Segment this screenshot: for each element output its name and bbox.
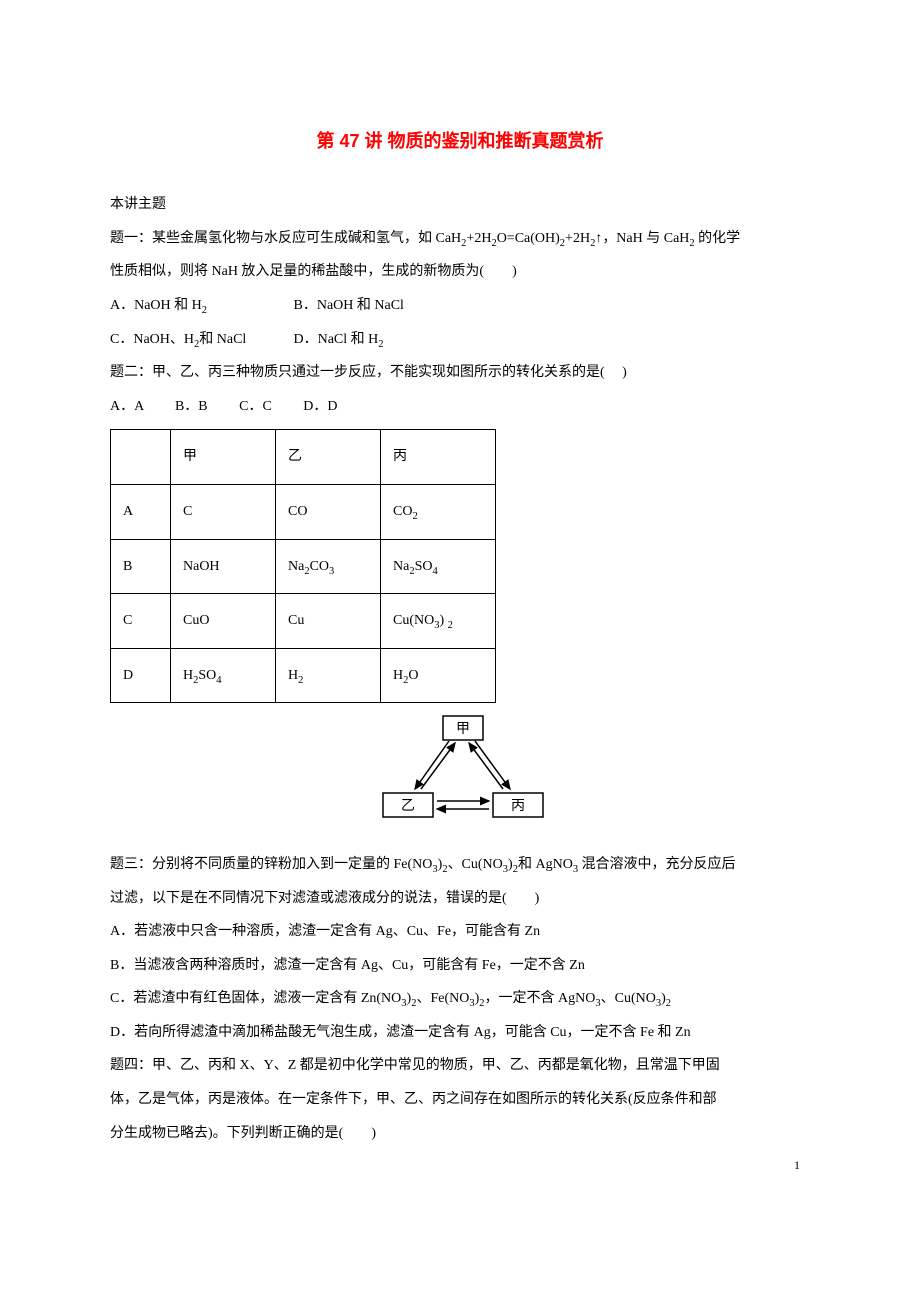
sub: 2 — [448, 620, 453, 631]
th-yi: 乙 — [276, 430, 381, 485]
diagram-svg: 甲 乙 丙 — [345, 711, 575, 826]
q1-optC: C．NaOH、H2 和 NaCl — [110, 323, 290, 357]
txt: CO — [310, 559, 329, 574]
q3-optC: C．若滤渣中有红色固体，滤液一定含有 Zn(NO3)2、Fe(NO3)2，一定不… — [110, 982, 810, 1016]
sub: 2 — [666, 998, 671, 1009]
txt: 和 AgNO — [518, 857, 573, 872]
q2-options: A．A B．B C．C D．D — [110, 390, 810, 424]
cell: H2 — [276, 648, 381, 703]
q1-options-row1: A．NaOH 和 H2 B．NaOH 和 NaCl — [110, 289, 810, 323]
txt: 混合溶液中，充分反应后 — [578, 857, 736, 872]
q2-text: 题二：甲、乙、丙三种物质只通过一步反应，不能实现如图所示的转化关系的是( ) — [110, 356, 810, 390]
q1-text-e: ↑，NaH 与 CaH — [595, 231, 689, 246]
txt: H — [393, 668, 403, 683]
q4-line2: 体，乙是气体，丙是液体。在一定条件下，甲、乙、丙之间存在如图所示的转化关系(反应… — [110, 1083, 810, 1117]
cell: CO2 — [381, 484, 496, 539]
q1-optD: D．NaCl 和 H2 — [294, 323, 384, 357]
table-row: A C CO CO2 — [111, 484, 496, 539]
q3-optB: B．当滤液含两种溶质时，滤渣一定含有 Ag、Cu，可能含有 Fe，一定不含 Zn — [110, 949, 810, 983]
conversion-diagram: 甲 乙 丙 — [110, 711, 810, 840]
cell: B — [111, 539, 171, 594]
txt: H — [288, 668, 298, 683]
q1-text-f: 的化学 — [695, 231, 741, 246]
sub: 2 — [378, 338, 383, 349]
q1-text-d: +2H — [565, 231, 590, 246]
q1-optA-text: A．NaOH 和 H — [110, 289, 202, 323]
q1-optC-a: C．NaOH、H — [110, 323, 194, 357]
q3-line1: 题三：分别将不同质量的锌粉加入到一定量的 Fe(NO3)2、Cu(NO3)2和 … — [110, 848, 810, 882]
txt: C．若滤渣中有红色固体，滤液一定含有 Zn(NO — [110, 991, 401, 1006]
q4-line1: 题四：甲、乙、丙和 X、Y、Z 都是初中化学中常见的物质，甲、乙、丙都是氧化物，… — [110, 1049, 810, 1083]
q1-optA: A．NaOH 和 H2 — [110, 289, 290, 323]
txt: H — [183, 668, 193, 683]
cell: CuO — [171, 594, 276, 649]
txt: Na — [393, 559, 409, 574]
diagram-top-label: 甲 — [456, 722, 470, 737]
q3-optD: D．若向所得滤渣中滴加稀盐酸无气泡生成，滤渣一定含有 Ag，可能含 Cu，一定不… — [110, 1016, 810, 1050]
table-row: D H2SO4 H2 H2O — [111, 648, 496, 703]
q1-optB: B．NaOH 和 NaCl — [294, 289, 404, 323]
q1-text-b: +2H — [466, 231, 491, 246]
q1-line1: 题一：某些金属氢化物与水反应可生成碱和氢气，如 CaH2+2H2O=Ca(OH)… — [110, 222, 810, 256]
th-bing: 丙 — [381, 430, 496, 485]
cell: H2O — [381, 648, 496, 703]
page-number: 1 — [794, 1151, 800, 1180]
sub: 2 — [202, 305, 207, 316]
sub: 2 — [298, 675, 303, 686]
txt: ) — [439, 613, 444, 628]
txt: CO — [393, 504, 412, 519]
sub: 4 — [216, 675, 221, 686]
q1-optD-a: D．NaCl 和 H — [294, 323, 379, 357]
q3-optA: A．若滤液中只含一种溶质，滤渣一定含有 Ag、Cu、Fe，可能含有 Zn — [110, 915, 810, 949]
table-row-header: 甲 乙 丙 — [111, 430, 496, 485]
q1-options-row2: C．NaOH、H2 和 NaCl D．NaCl 和 H2 — [110, 323, 810, 357]
th-blank — [111, 430, 171, 485]
txt: O — [408, 668, 418, 683]
q1-line2: 性质相似，则将 NaH 放入足量的稀盐酸中，生成的新物质为( ) — [110, 255, 810, 289]
substance-table: 甲 乙 丙 A C CO CO2 B NaOH Na2CO3 Na2SO4 C … — [110, 429, 496, 703]
diagram-left-label: 乙 — [401, 798, 415, 814]
th-jia: 甲 — [171, 430, 276, 485]
cell: NaOH — [171, 539, 276, 594]
txt: 题三：分别将不同质量的锌粉加入到一定量的 Fe(NO — [110, 857, 432, 872]
page-title: 第 47 讲 物质的鉴别和推断真题赏析 — [110, 120, 810, 163]
txt: 、Cu(NO — [448, 857, 503, 872]
q3-line2: 过滤，以下是在不同情况下对滤渣或滤液成分的说法，错误的是( ) — [110, 882, 810, 916]
subtitle: 本讲主题 — [110, 188, 810, 222]
q4-line3: 分生成物已略去)。下列判断正确的是( ) — [110, 1117, 810, 1151]
txt: SO — [415, 559, 433, 574]
diagram-right-label: 丙 — [511, 799, 525, 814]
cell: Na2SO4 — [381, 539, 496, 594]
cell: Cu — [276, 594, 381, 649]
txt: Na — [288, 559, 304, 574]
cell: Cu(NO3) 2 — [381, 594, 496, 649]
txt: 、Fe(NO — [416, 991, 469, 1006]
table-row: B NaOH Na2CO3 Na2SO4 — [111, 539, 496, 594]
sub: 2 — [412, 511, 417, 522]
txt: ，一定不含 AgNO — [485, 991, 596, 1006]
table-row: C CuO Cu Cu(NO3) 2 — [111, 594, 496, 649]
cell: CO — [276, 484, 381, 539]
q1-optC-b: 和 NaCl — [199, 323, 246, 357]
cell: C — [111, 594, 171, 649]
sub: 3 — [329, 565, 334, 576]
cell: C — [171, 484, 276, 539]
q1-text-c: O=Ca(OH) — [497, 231, 560, 246]
txt: 、Cu(NO — [601, 991, 656, 1006]
q1-text-a: 题一：某些金属氢化物与水反应可生成碱和氢气，如 CaH — [110, 231, 461, 246]
sub: 4 — [432, 565, 437, 576]
txt: SO — [198, 668, 216, 683]
cell: D — [111, 648, 171, 703]
txt: Cu(NO — [393, 613, 434, 628]
cell: H2SO4 — [171, 648, 276, 703]
cell: A — [111, 484, 171, 539]
cell: Na2CO3 — [276, 539, 381, 594]
